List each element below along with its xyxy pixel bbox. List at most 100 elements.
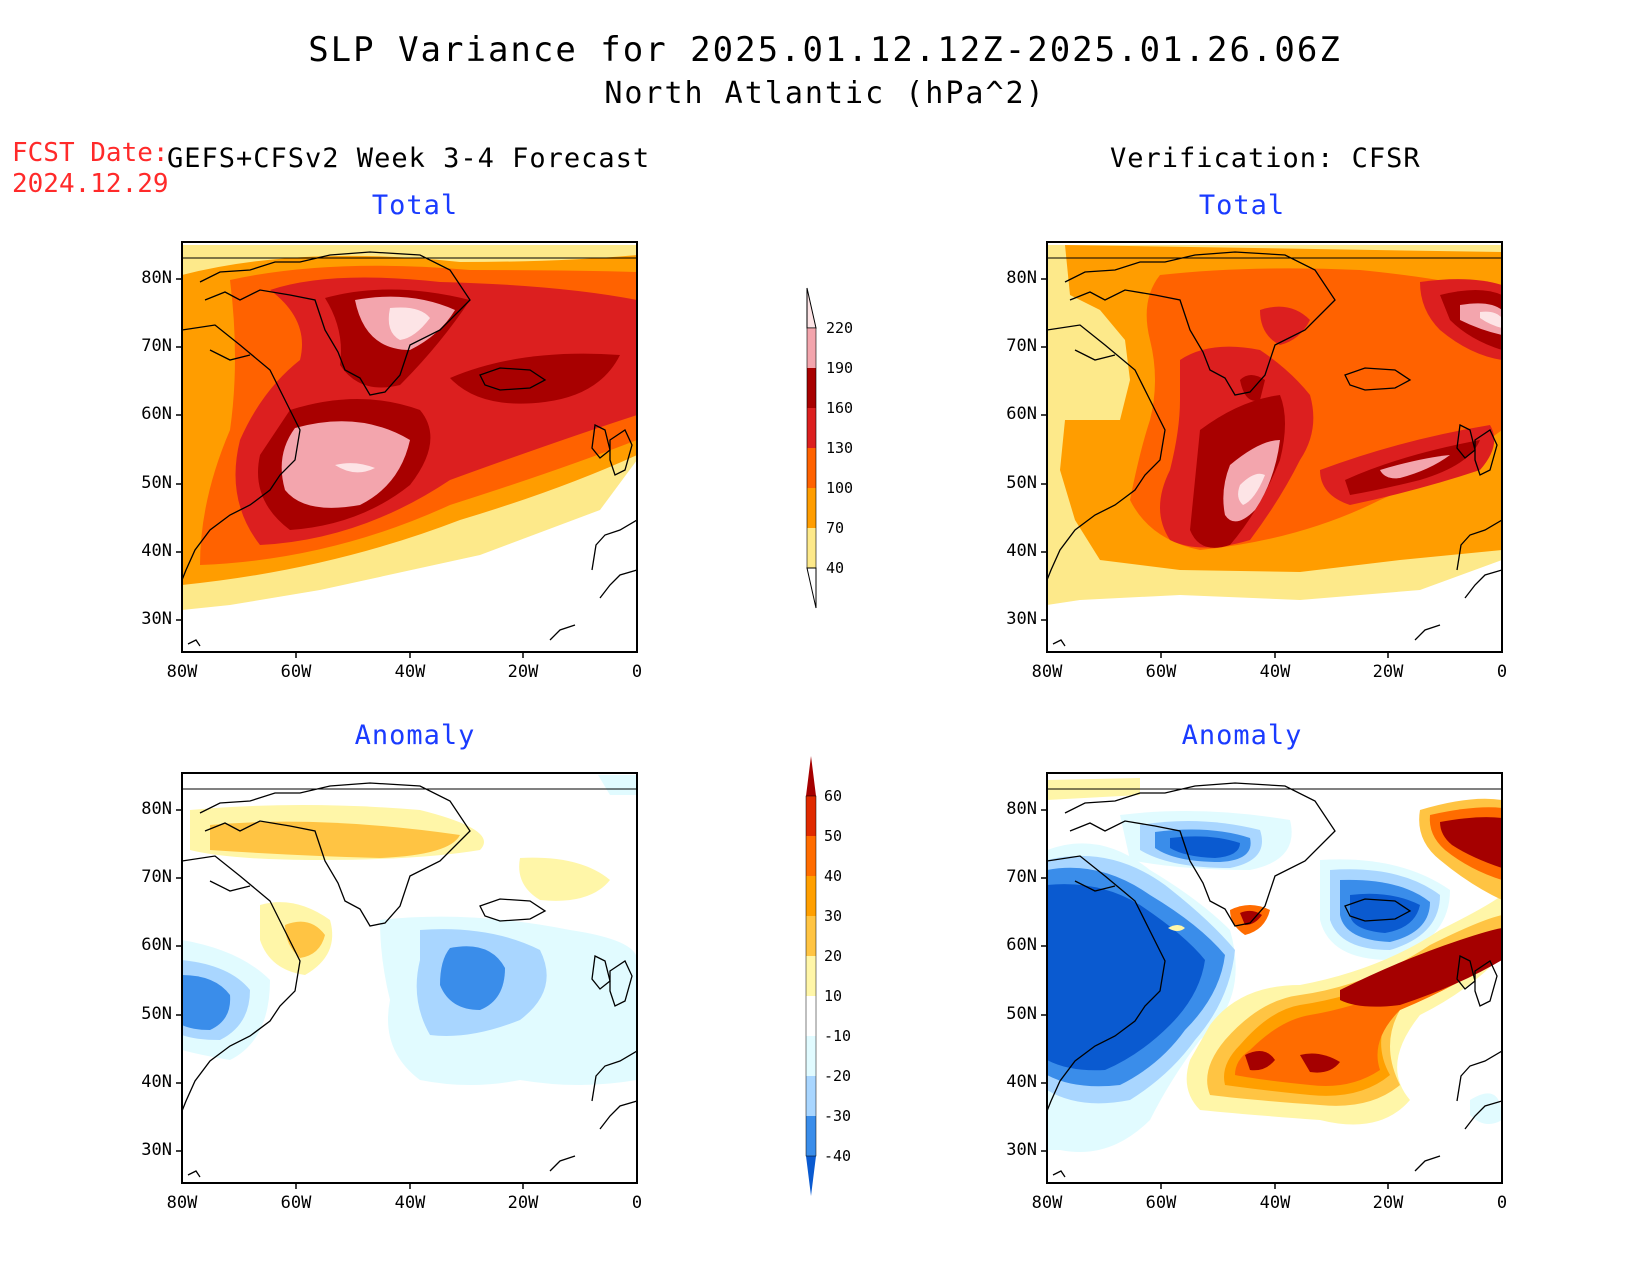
lat-label: 50N	[1006, 473, 1037, 493]
lat-label: 80N	[1006, 268, 1037, 288]
lat-label: 40N	[1006, 1072, 1037, 1092]
colorbar-anomaly-label: -10	[824, 1027, 852, 1045]
colorbar-anomaly-swatch	[806, 916, 816, 956]
lat-label: 40N	[141, 1072, 172, 1092]
forecast-date-value: 2024.12.29	[12, 169, 169, 199]
colorbar-anomaly-swatch	[806, 876, 816, 916]
lat-label: 60N	[1006, 404, 1037, 424]
lat-label: 30N	[1006, 1140, 1037, 1160]
lat-label: 50N	[141, 1004, 172, 1024]
colorbar-anomaly-label: -20	[824, 1067, 852, 1085]
colorbar-total-top-triangle	[806, 287, 817, 329]
colorbar-total-label: 100	[826, 479, 854, 497]
lon-label: 0	[1496, 1193, 1508, 1213]
panel-title-bottom-right: Anomaly	[1181, 720, 1303, 751]
lat-label: 50N	[1006, 1004, 1037, 1024]
colorbar-total-swatch	[807, 488, 816, 528]
lon-label: 80W	[1031, 662, 1063, 682]
colorbar-anomaly-label: 30	[824, 907, 843, 925]
lat-label: 80N	[1006, 799, 1037, 819]
colorbar-anomaly-label: 10	[824, 987, 843, 1005]
lon-label: 40W	[394, 1193, 426, 1213]
lon-label: 60W	[1145, 662, 1177, 682]
colorbar-total-label: 130	[826, 439, 854, 457]
lat-label: 30N	[1006, 609, 1037, 629]
axis-ticks	[176, 278, 1389, 1189]
colorbar-anomaly-bottom-triangle	[806, 1156, 816, 1196]
lat-label: 80N	[141, 268, 172, 288]
colorbar-anomaly-label: -40	[824, 1147, 852, 1165]
coastlines-d	[1047, 782, 1502, 1178]
colorbar-total-swatch	[807, 408, 816, 448]
colorbar-anomaly-swatch	[806, 996, 816, 1036]
colorbar-total-frame	[806, 327, 817, 569]
map-forecast-anomaly	[182, 773, 637, 1183]
colorbar-anomaly-label: 50	[824, 827, 843, 845]
coastlines-c	[182, 782, 637, 1178]
lat-label: 40N	[141, 541, 172, 561]
panel-title-top-right: Total	[1198, 190, 1286, 221]
colorbar-total-label: 220	[826, 319, 854, 337]
colorbar-total-label: 160	[826, 399, 854, 417]
colorbar-total-label: 190	[826, 359, 854, 377]
lon-label: 20W	[1372, 662, 1404, 682]
lon-label: 20W	[507, 1193, 539, 1213]
panel-title-top-left: Total	[371, 190, 459, 221]
map-forecast-total	[182, 242, 637, 652]
lat-label: 40N	[1006, 541, 1037, 561]
lon-label: 80W	[166, 662, 198, 682]
lon-label: 0	[1496, 662, 1508, 682]
forecast-date: FCST Date: 2024.12.29	[12, 138, 169, 200]
colorbar-total-swatch	[807, 328, 816, 368]
lon-label: 60W	[280, 662, 312, 682]
colorbar-anomaly-label: 20	[824, 947, 843, 965]
colorbar-anomaly-frame	[805, 795, 817, 1157]
lat-label: 70N	[1006, 336, 1037, 356]
colorbar-anomaly-label: -30	[824, 1107, 852, 1125]
colorbar-anomaly-swatch	[806, 1036, 816, 1076]
lat-label: 70N	[141, 336, 172, 356]
colorbar-total-swatch	[807, 448, 816, 488]
lat-label: 30N	[141, 609, 172, 629]
map-verification-anomaly	[1047, 773, 1502, 1183]
lon-label: 20W	[507, 662, 539, 682]
lat-label: 70N	[1006, 867, 1037, 887]
colorbar-anomaly-swatch	[806, 1076, 816, 1116]
lat-label: 60N	[141, 935, 172, 955]
map-verification-total	[1047, 242, 1502, 652]
lon-label: 60W	[280, 1193, 312, 1213]
forecast-date-label: FCST Date:	[12, 138, 169, 168]
colorbar-anomaly-swatch	[806, 796, 816, 836]
colorbar-total-swatch	[807, 368, 816, 408]
lon-label: 40W	[1259, 1193, 1291, 1213]
lat-label: 30N	[141, 1140, 172, 1160]
coastlines-b	[1047, 251, 1502, 647]
lon-label: 80W	[1031, 1193, 1063, 1213]
lon-label: 40W	[394, 662, 426, 682]
lat-label: 70N	[141, 867, 172, 887]
lon-label: 40W	[1259, 662, 1291, 682]
colorbar-anomaly-swatch	[806, 1116, 816, 1156]
colorbar-anomaly-swatch	[806, 836, 816, 876]
lon-label: 80W	[166, 1193, 198, 1213]
lat-label: 80N	[141, 799, 172, 819]
colorbar-total-label: 40	[826, 559, 845, 577]
chart-title: SLP Variance for 2025.01.12.12Z-2025.01.…	[308, 30, 1342, 70]
verification-column-title: Verification: CFSR	[1110, 143, 1421, 174]
colorbar-anomaly-swatch	[806, 956, 816, 996]
lat-label: 50N	[141, 473, 172, 493]
chart-subtitle: North Atlantic (hPa^2)	[604, 76, 1046, 111]
lat-label: 60N	[1006, 935, 1037, 955]
colorbar-total-bottom-triangle	[806, 567, 817, 609]
lon-label: 0	[631, 1193, 643, 1213]
lat-label: 60N	[141, 404, 172, 424]
colorbar-anomaly-label: 60	[824, 787, 843, 805]
colorbar-total-swatch	[807, 528, 816, 568]
lon-label: 0	[631, 662, 643, 682]
coastlines-a	[182, 251, 637, 647]
colorbar-anomaly-label: 40	[824, 867, 843, 885]
colorbar-total	[806, 287, 817, 609]
colorbar-total-label: 70	[826, 519, 845, 537]
colorbar-anomaly-top-triangle	[806, 756, 816, 796]
